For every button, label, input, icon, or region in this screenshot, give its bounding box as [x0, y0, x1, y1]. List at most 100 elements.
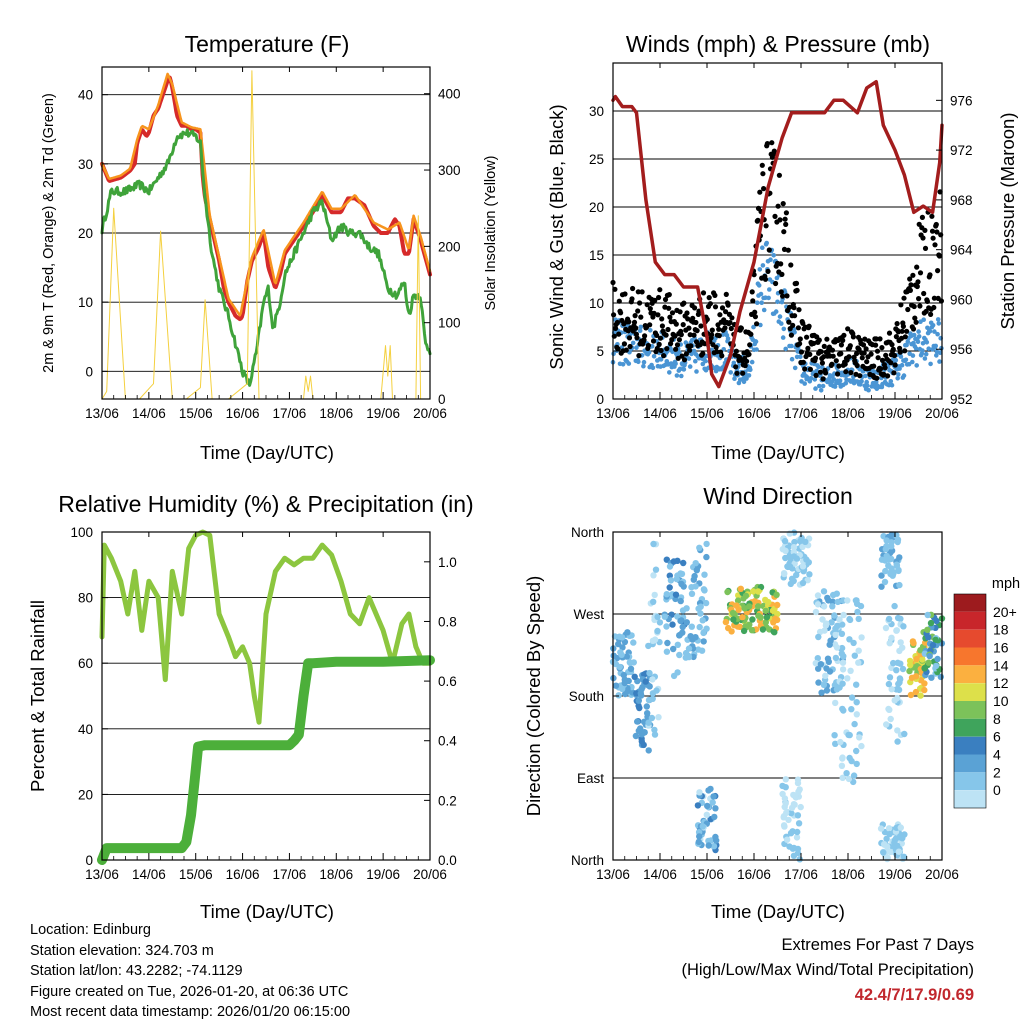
gust-point [780, 201, 786, 207]
direction-point [705, 842, 712, 849]
legend-swatch [954, 772, 986, 791]
wind-point [775, 299, 780, 305]
direction-point [654, 627, 661, 635]
direction-point [664, 639, 671, 647]
wind-point [755, 300, 760, 306]
created-text: Figure created on Tue, 2026-01-20, at 06… [30, 983, 349, 1000]
gust-point [911, 303, 917, 310]
direction-point [831, 732, 838, 739]
y2-tick-label: 964 [950, 243, 973, 258]
y-tick-label: 0 [596, 392, 604, 407]
gust-point [641, 337, 647, 343]
direction-point [881, 841, 888, 848]
direction-point [621, 679, 628, 687]
wind-point [679, 373, 684, 379]
y-tick-label: 100 [70, 525, 93, 540]
direction-point [637, 690, 644, 697]
y2-tick-label: 0.6 [438, 674, 457, 689]
gust-point [763, 223, 769, 229]
wind-point [767, 287, 772, 292]
direction-point [896, 647, 903, 655]
gust-point [920, 235, 926, 241]
wind-point [817, 383, 822, 389]
wind-point [683, 340, 689, 345]
wind-point [780, 335, 786, 340]
direction-point [685, 645, 693, 652]
direction-point [885, 825, 893, 832]
direction-point [651, 726, 658, 734]
direction-point [701, 571, 708, 578]
direction-point [834, 622, 841, 629]
direction-point [887, 715, 894, 723]
wind-point [863, 373, 868, 379]
direction-point [791, 538, 798, 546]
direction-point [624, 687, 631, 694]
gust-point [776, 172, 783, 178]
direction-point [648, 714, 656, 722]
legend-swatch [954, 611, 986, 630]
direction-point [663, 623, 670, 630]
y2-tick-label: 0.4 [438, 734, 457, 749]
gust-point [656, 294, 662, 301]
direction-point [839, 659, 847, 666]
direction-point [882, 546, 889, 553]
gust-point [845, 326, 851, 332]
direction-point [832, 654, 840, 662]
gust-point [676, 337, 683, 343]
wind-point [641, 363, 646, 369]
gust-point [919, 214, 926, 220]
gust-point [927, 272, 933, 278]
wind-point [760, 245, 765, 250]
direction-point [649, 695, 656, 702]
direction-point [894, 842, 901, 849]
x-tick-label: 18/06 [831, 867, 865, 882]
direction-cluster [779, 776, 804, 863]
direction-point [803, 556, 810, 563]
direction-point [704, 802, 711, 810]
gust-point [765, 268, 771, 274]
wind-point [757, 267, 763, 272]
legend-label: 4 [993, 747, 1001, 763]
gust-point [913, 319, 919, 325]
direction-point [791, 560, 798, 567]
y-tick-label: South [569, 689, 604, 704]
direction-point [858, 634, 865, 641]
wind-point [691, 348, 697, 354]
direction-point [630, 639, 637, 646]
gust-point [836, 363, 842, 369]
y2-tick-label: 0.2 [438, 793, 457, 808]
gust-point [842, 361, 848, 367]
wind-point [789, 343, 794, 349]
direction-point [885, 615, 893, 623]
x-tick-label: 20/06 [925, 867, 959, 882]
extremes-title: Extremes For Past 7 Days [781, 936, 974, 954]
gust-point [930, 235, 936, 241]
humidity-title: Relative Humidity (%) & Precipitation (i… [58, 491, 473, 517]
gust-point [875, 355, 881, 361]
gust-point [714, 349, 720, 355]
direction-point [844, 675, 851, 682]
direction-point [785, 816, 792, 824]
direction-point [836, 616, 843, 623]
y2-tick-label: 952 [950, 392, 973, 407]
direction-point [670, 672, 678, 680]
gust-point [626, 319, 632, 325]
wind-point [865, 383, 870, 388]
wind-point [637, 328, 643, 334]
gust-point [921, 290, 927, 297]
direction-point [685, 652, 692, 660]
direction-point [794, 812, 802, 819]
gust-point [762, 276, 769, 282]
x-tick-label: 14/06 [132, 406, 166, 421]
gust-point [740, 370, 746, 376]
y2-tick-label: 200 [438, 239, 461, 254]
wind-point [651, 354, 657, 359]
direction-point [774, 601, 781, 609]
gust-point [846, 354, 852, 360]
direction-point [788, 810, 795, 817]
legend-label: 0 [993, 782, 1001, 798]
direction-point [897, 639, 904, 646]
direction-point [854, 608, 861, 616]
gust-point [769, 140, 775, 146]
direction-point [894, 738, 901, 745]
